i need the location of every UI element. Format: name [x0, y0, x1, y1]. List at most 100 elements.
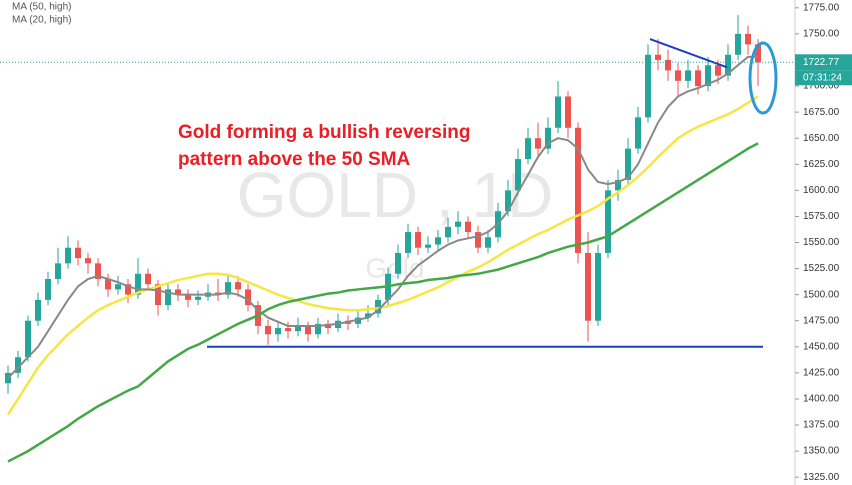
y-tick-label: 1575.00	[803, 211, 840, 222]
candle-body	[305, 325, 311, 335]
legend-entry: MA (20, high)	[12, 15, 71, 26]
candle-body	[745, 33, 751, 45]
legend-entry: MA (50, high)	[12, 2, 71, 13]
candle-body	[275, 328, 281, 335]
candle-body	[55, 263, 61, 280]
y-tick-label: 1750.00	[803, 29, 840, 40]
candle-body	[175, 289, 181, 295]
plot	[0, 15, 795, 463]
candle-body	[225, 282, 231, 295]
candle-body	[475, 232, 481, 248]
candle-body	[685, 70, 691, 81]
candle-body	[95, 263, 101, 280]
candle-body	[395, 252, 401, 274]
candle-body	[715, 65, 721, 76]
y-tick-label: 1325.00	[803, 472, 840, 483]
y-tick-label: 1475.00	[803, 315, 840, 326]
candle-body	[635, 117, 641, 149]
candle-body	[755, 44, 761, 63]
candle-body	[245, 289, 251, 306]
candle-body	[555, 96, 561, 128]
candle-body	[535, 138, 541, 149]
candle-body	[75, 247, 81, 259]
candle-body	[315, 323, 321, 335]
candle-body	[155, 284, 161, 306]
candle-body	[215, 292, 221, 295]
candle-body	[325, 323, 331, 329]
candle-body	[655, 54, 661, 60]
candle-body	[85, 258, 91, 264]
last-price-box	[795, 54, 852, 71]
candle-body	[185, 294, 191, 300]
y-tick-label: 1375.00	[803, 420, 840, 431]
y-tick-label: 1625.00	[803, 159, 840, 170]
y-tick-label: 1775.00	[803, 2, 840, 13]
y-tick-label: 1425.00	[803, 368, 840, 379]
y-tick-label: 1675.00	[803, 107, 840, 118]
y-tick-label: 1500.00	[803, 289, 840, 300]
candle-body	[415, 232, 421, 248]
y-tick-label: 1450.00	[803, 341, 840, 352]
candle-body	[605, 190, 611, 253]
candle-body	[465, 221, 471, 233]
y-tick-label: 1525.00	[803, 263, 840, 274]
candle-body	[35, 299, 41, 321]
candle-body	[645, 54, 651, 118]
candle-body	[575, 127, 581, 253]
candle-body	[455, 221, 461, 227]
candle-body	[365, 313, 371, 318]
annotation: pattern above the 50 SMA	[178, 149, 411, 170]
highlight-ellipse	[748, 41, 778, 115]
candle-body	[585, 252, 591, 321]
candle-body	[445, 226, 451, 238]
last-price-label: 1722.77	[803, 57, 840, 68]
candle-body	[615, 179, 621, 191]
countdown-box	[795, 70, 852, 86]
candle-body	[115, 284, 121, 290]
candle-body	[375, 299, 381, 314]
candle-body	[675, 70, 681, 81]
candle-body	[545, 127, 551, 149]
candle-body	[695, 70, 701, 87]
candle-body	[145, 273, 151, 285]
y-tick-label: 1400.00	[803, 394, 840, 405]
candle-body	[265, 325, 271, 335]
candle-body	[525, 138, 531, 160]
countdown-label: 07:31:24	[803, 72, 842, 83]
ma-line	[6, 95, 759, 416]
candle-body	[285, 328, 291, 332]
candle-body	[705, 65, 711, 87]
candle-body	[405, 232, 411, 253]
candle-body	[665, 59, 671, 71]
candle-body	[65, 247, 71, 264]
candle-body	[505, 190, 511, 212]
candle-body	[625, 148, 631, 180]
y-tick-label: 1650.00	[803, 133, 840, 144]
ma-line	[7, 142, 759, 463]
y-tick-label: 1700.00	[803, 81, 840, 92]
candle-body	[195, 296, 201, 300]
candle-body	[435, 237, 441, 245]
ma-line	[7, 55, 758, 379]
candle-body	[295, 325, 301, 332]
y-tick-label: 1600.00	[803, 185, 840, 196]
candle-body	[725, 54, 731, 76]
candle-body	[165, 289, 171, 306]
y-tick-label: 1550.00	[803, 237, 840, 248]
candle-body	[105, 279, 111, 290]
candle-body	[565, 96, 571, 128]
annotation: Gold forming a bullish reversing	[178, 122, 470, 143]
candle-body	[25, 320, 31, 358]
candle-body	[425, 244, 431, 248]
candle-body	[485, 237, 491, 248]
y-tick-label: 1350.00	[803, 446, 840, 457]
candle-body	[355, 317, 361, 324]
candle-body	[125, 284, 131, 295]
candle-body	[15, 357, 21, 373]
candle-body	[595, 252, 601, 321]
candle-body	[515, 159, 521, 191]
candle-body	[135, 273, 141, 295]
candle-body	[45, 279, 51, 300]
